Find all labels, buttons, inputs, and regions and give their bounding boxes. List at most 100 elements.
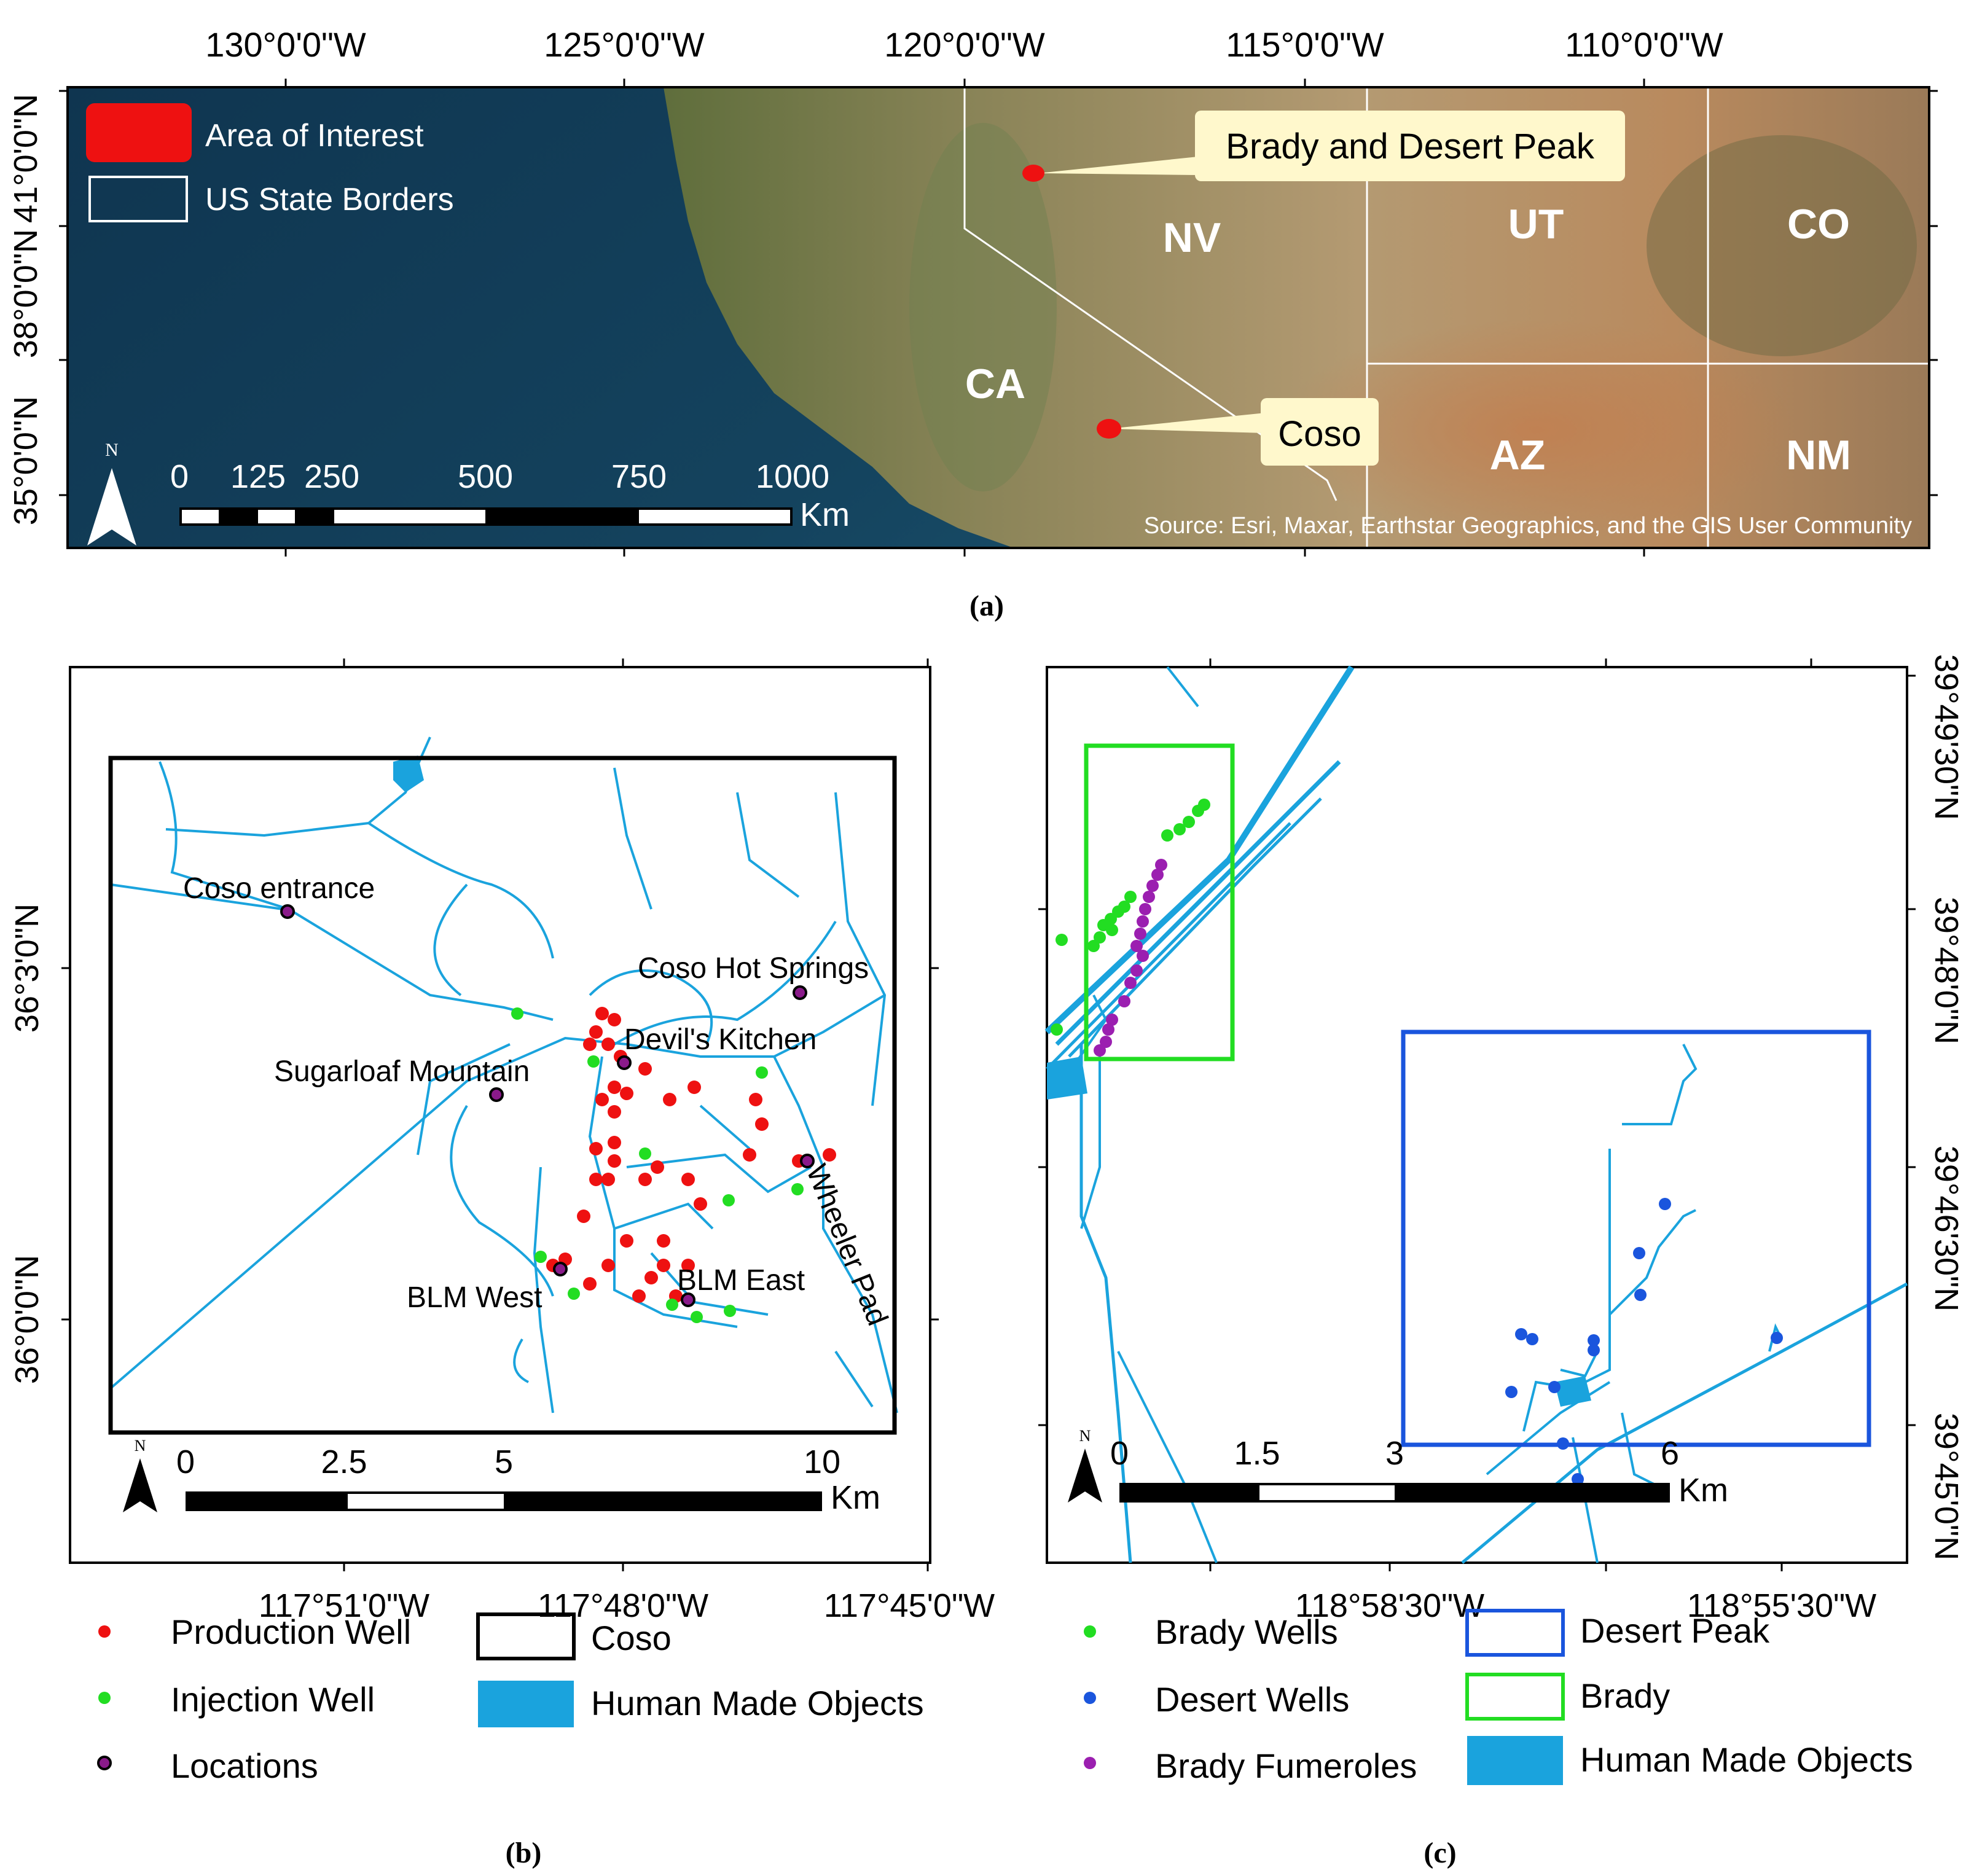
legend-symbol xyxy=(1084,1625,1096,1638)
brady-fumerole xyxy=(1146,880,1159,892)
injection-well xyxy=(568,1288,580,1300)
brady-fumerole xyxy=(1106,1014,1118,1026)
place-label: Devil's Kitchen xyxy=(624,1023,817,1056)
production-well xyxy=(608,1013,621,1026)
location-devils-kitchen xyxy=(617,1055,632,1070)
production-well xyxy=(595,1007,609,1020)
brady-wells xyxy=(1051,799,1210,1036)
production-well xyxy=(657,1234,670,1248)
location-wheeler-pad xyxy=(800,1154,815,1168)
panel-a-scale-bar: 0 125 250 500 750 1000 Km xyxy=(170,458,850,533)
brady-fumerole xyxy=(1118,995,1130,1007)
injection-well xyxy=(666,1299,678,1311)
north-label: N xyxy=(105,440,119,460)
production-well xyxy=(749,1093,762,1106)
brady-well xyxy=(1192,805,1204,817)
injection-well xyxy=(791,1183,804,1195)
place-label: Coso Hot Springs xyxy=(638,952,869,985)
panel-b-bottom-tick-labels: 117°51'0"W 117°48'0"W 117°45'0"W xyxy=(259,1587,995,1624)
legend-label: Desert Peak xyxy=(1580,1611,1770,1650)
scale-label: 250 xyxy=(304,458,359,495)
scale-unit: Km xyxy=(1678,1472,1728,1509)
injection-well xyxy=(724,1305,736,1317)
production-wells xyxy=(546,1007,836,1303)
state-label: CA xyxy=(965,361,1025,407)
scale-label: 3 xyxy=(1385,1435,1404,1472)
callout-box xyxy=(1195,111,1625,181)
brady-fumerole xyxy=(1130,964,1143,977)
panel-a-legend: Area of Interest US State Borders xyxy=(86,103,454,222)
legend-label: Human Made Objects xyxy=(591,1684,924,1722)
coso-boundary xyxy=(108,756,897,1435)
production-well xyxy=(620,1087,633,1100)
brady-fumerole xyxy=(1094,1044,1106,1057)
central-valley xyxy=(909,123,1057,491)
desert-well xyxy=(1588,1334,1600,1346)
callout-coso: Coso xyxy=(1278,414,1361,454)
legend-label: Human Made Objects xyxy=(1580,1740,1913,1779)
bottom-tick-label: 117°48'0"W xyxy=(538,1587,708,1624)
brady-fumerole xyxy=(1137,950,1149,962)
production-well xyxy=(663,1093,676,1106)
brady-well xyxy=(1087,940,1100,952)
north-arrow-icon xyxy=(123,1458,157,1512)
production-well xyxy=(589,1142,603,1155)
desert-well xyxy=(1557,1437,1569,1450)
place-label: BLM West xyxy=(407,1281,542,1314)
place-label: Sugarloaf Mountain xyxy=(274,1055,530,1088)
legend-label: Locations xyxy=(171,1746,318,1785)
injection-well xyxy=(639,1147,651,1160)
callout-pointer xyxy=(1109,413,1266,433)
panel-c-frame xyxy=(1046,666,1908,1564)
injection-wells xyxy=(511,1007,804,1323)
legend-symbol xyxy=(1084,1757,1096,1769)
production-well xyxy=(687,1081,701,1094)
callout-box xyxy=(1261,398,1379,466)
left-tick-label: 41°0'0"N xyxy=(7,94,44,223)
location-coso-hot-springs xyxy=(793,985,807,1000)
top-tick-label: 130°0'0"W xyxy=(205,25,366,64)
panel-c-scale-bar: 0 1.5 3 6 Km xyxy=(1110,1435,1728,1509)
production-well xyxy=(608,1081,621,1094)
legend-symbol xyxy=(98,1625,111,1638)
scale-label: 2.5 xyxy=(321,1444,367,1480)
callout-brady-desert-peak: Brady and Desert Peak xyxy=(1226,127,1595,166)
panel-c-ticks xyxy=(1038,659,1916,1571)
place-label: BLM East xyxy=(677,1264,805,1297)
desert-well xyxy=(1526,1333,1538,1345)
production-well xyxy=(601,1259,615,1272)
scale-label: 10 xyxy=(804,1444,840,1480)
state-labels: NV UT CO CA AZ NM xyxy=(965,201,1851,479)
panel-a-left-tick-labels: 41°0'0"N 38°0'0"N 35°0'0"N xyxy=(7,94,44,525)
brady-well xyxy=(1161,829,1173,842)
production-well xyxy=(583,1277,597,1291)
production-well xyxy=(651,1160,664,1174)
left-tick-label: 38°0'0"N xyxy=(7,229,44,358)
panel-a-frame xyxy=(66,86,1930,549)
source-attribution: Source: Esri, Maxar, Earthstar Geographi… xyxy=(1144,513,1912,539)
injection-well xyxy=(511,1007,523,1020)
caption-c: (c) xyxy=(1424,1837,1456,1869)
production-well xyxy=(601,1173,615,1186)
location-blm-east xyxy=(681,1292,695,1307)
desert-peak-facility xyxy=(1554,1376,1591,1407)
panel-a-top-tick-labels: 130°0'0"W 125°0'0"W 120°0'0"W 115°0'0"W … xyxy=(205,25,1723,64)
brady-fumeroles xyxy=(1094,859,1167,1057)
callout-pointer xyxy=(1038,157,1198,175)
legend-label: US State Borders xyxy=(205,182,454,217)
production-well xyxy=(595,1093,609,1106)
desert-well xyxy=(1659,1198,1671,1210)
production-well xyxy=(823,1148,836,1162)
production-well xyxy=(638,1173,652,1186)
desert-well xyxy=(1771,1332,1783,1344)
state-label: NV xyxy=(1163,214,1221,261)
production-well xyxy=(583,1038,597,1051)
north-arrow-b: N xyxy=(123,1437,157,1512)
brady-well xyxy=(1056,934,1068,946)
scale-label: 0 xyxy=(1110,1435,1129,1472)
desert-peak-boundary xyxy=(1401,1030,1871,1447)
panel-c-right-tick-labels: 39°49'30"N 39°48'0"N 39°46'30"N 39°45'0"… xyxy=(1928,654,1965,1560)
north-label: N xyxy=(135,1437,146,1455)
legend-symbol xyxy=(1465,1609,1565,1657)
